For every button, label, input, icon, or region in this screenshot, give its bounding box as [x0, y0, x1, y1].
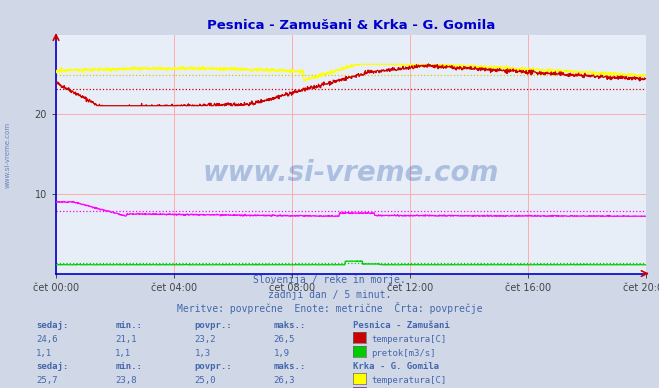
Text: temperatura[C]: temperatura[C] — [371, 335, 446, 344]
Text: Pesnica - Zamušani: Pesnica - Zamušani — [353, 321, 449, 330]
Text: Slovenija / reke in morje.: Slovenija / reke in morje. — [253, 275, 406, 285]
Text: 25,0: 25,0 — [194, 376, 216, 385]
Text: 26,5: 26,5 — [273, 335, 295, 344]
Text: 1,9: 1,9 — [273, 349, 289, 358]
Text: povpr.:: povpr.: — [194, 362, 232, 371]
Text: Krka - G. Gomila: Krka - G. Gomila — [353, 362, 439, 371]
Text: 24,6: 24,6 — [36, 335, 58, 344]
Text: maks.:: maks.: — [273, 362, 306, 371]
Text: sedaj:: sedaj: — [36, 321, 69, 330]
Text: min.:: min.: — [115, 321, 142, 330]
Text: 1,1: 1,1 — [115, 349, 131, 358]
Text: Meritve: povprečne  Enote: metrične  Črta: povprečje: Meritve: povprečne Enote: metrične Črta:… — [177, 302, 482, 314]
Text: 25,7: 25,7 — [36, 376, 58, 385]
Text: 23,8: 23,8 — [115, 376, 137, 385]
Title: Pesnica - Zamušani & Krka - G. Gomila: Pesnica - Zamušani & Krka - G. Gomila — [207, 19, 495, 32]
Text: temperatura[C]: temperatura[C] — [371, 376, 446, 385]
Text: povpr.:: povpr.: — [194, 321, 232, 330]
Text: 1,1: 1,1 — [36, 349, 52, 358]
Text: 23,2: 23,2 — [194, 335, 216, 344]
Text: pretok[m3/s]: pretok[m3/s] — [371, 349, 436, 358]
Text: maks.:: maks.: — [273, 321, 306, 330]
Text: www.si-vreme.com: www.si-vreme.com — [203, 159, 499, 187]
Text: min.:: min.: — [115, 362, 142, 371]
Text: 21,1: 21,1 — [115, 335, 137, 344]
Text: 1,3: 1,3 — [194, 349, 210, 358]
Text: zadnji dan / 5 minut.: zadnji dan / 5 minut. — [268, 289, 391, 300]
Text: 26,3: 26,3 — [273, 376, 295, 385]
Text: www.si-vreme.com: www.si-vreme.com — [5, 122, 11, 188]
Text: sedaj:: sedaj: — [36, 362, 69, 371]
